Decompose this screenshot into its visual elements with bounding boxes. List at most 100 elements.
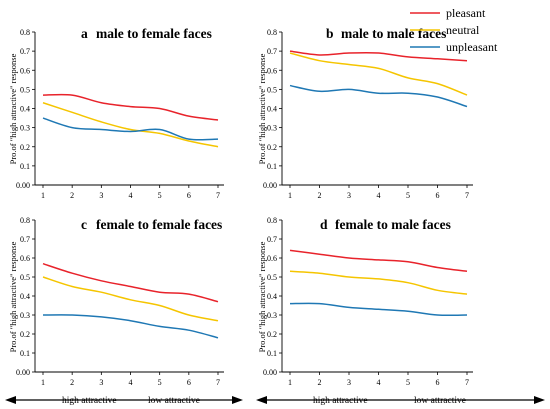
panel-b-plot: 0.00 0.1 0.2 0.3 0.4 0.5 0.6 0.7 0.8 1 2 3 4 5 6 7 [263, 28, 473, 200]
y-tick-label: 0.6 [267, 66, 277, 75]
y-tick-label: 0.4 [267, 292, 277, 301]
legend: pleasant neutral unpleasant [410, 6, 498, 54]
panel-a: Pro.of "high attractive" response a male… [8, 26, 224, 200]
arrow-left-high-label: high attractive [62, 396, 117, 406]
y-tick-label: 0.1 [20, 349, 30, 358]
y-tick-label: 0.2 [267, 330, 277, 339]
series-line-neutral [289, 52, 468, 96]
x-tick-label: 1 [288, 191, 292, 200]
series-line-unpleasant [42, 117, 219, 141]
panel-d-plot: 0.00 0.1 0.2 0.3 0.4 0.5 0.6 0.7 0.8 1 2 3 4 5 6 7 [263, 216, 473, 387]
x-tick-label: 5 [158, 191, 162, 200]
series-line-pleasant [42, 93, 219, 121]
y-tick-label: 0.8 [20, 216, 30, 225]
attractiveness-arrow-right: high attractive low attractive [256, 396, 545, 406]
y-tick-label: 0.2 [267, 143, 277, 152]
series-line-pleasant [42, 262, 219, 303]
y-tick-label: 0.1 [20, 162, 30, 171]
series-line-neutral [42, 276, 219, 322]
arrowhead-left-icon [256, 396, 267, 404]
series-line-unpleasant [289, 84, 468, 108]
x-tick-label: 2 [318, 378, 322, 387]
panel-b-ylabel: Pro.of "high attractive" response [257, 53, 267, 164]
x-tick-label: 7 [465, 191, 469, 200]
y-tick-label: 0.3 [267, 311, 277, 320]
y-tick-label: 0.6 [20, 66, 30, 75]
panel-b-letter: b [326, 26, 334, 41]
x-tick-label: 2 [70, 378, 74, 387]
panel-a-title: male to female faces [96, 26, 212, 41]
panel-c-letter: c [81, 217, 87, 232]
y-tick-label: 0.00 [263, 181, 277, 190]
legend-label-unpleasant: unpleasant [446, 40, 498, 54]
arrowhead-right-icon [534, 396, 545, 404]
series-line-neutral [289, 270, 468, 295]
series-line-pleasant [289, 50, 468, 62]
y-tick-label: 0.2 [20, 143, 30, 152]
y-tick-label: 0.3 [267, 124, 277, 133]
panel-d-letter: d [320, 217, 328, 232]
y-tick-label: 0.4 [20, 105, 30, 114]
y-tick-label: 0.1 [267, 162, 277, 171]
y-tick-label: 0.5 [267, 85, 277, 94]
y-tick-label: 0.3 [20, 311, 30, 320]
y-tick-label: 0.3 [20, 124, 30, 133]
panel-d-ylabel: Pro.of "high attractive" response [257, 241, 267, 352]
y-tick-label: 0.4 [20, 292, 30, 301]
y-tick-label: 0.8 [20, 28, 30, 37]
y-tick-label: 0.00 [16, 368, 30, 377]
panel-b: Pro.of "high attractive" response b male… [257, 26, 473, 200]
x-tick-label: 4 [377, 378, 381, 387]
x-tick-label: 6 [436, 191, 440, 200]
x-tick-label: 7 [465, 378, 469, 387]
panel-d-title: female to male faces [335, 217, 451, 232]
x-tick-label: 6 [436, 378, 440, 387]
y-tick-label: 0.4 [267, 105, 277, 114]
y-tick-label: 0.7 [267, 235, 277, 244]
arrowhead-right-icon [232, 396, 243, 404]
y-tick-label: 0.1 [267, 349, 277, 358]
series-line-unpleasant [289, 302, 468, 317]
legend-entry-neutral: neutral [410, 23, 480, 37]
y-tick-label: 0.6 [20, 254, 30, 263]
y-tick-label: 0.5 [20, 85, 30, 94]
x-tick-label: 7 [216, 191, 220, 200]
legend-label-pleasant: pleasant [446, 6, 486, 20]
panel-a-ylabel: Pro.of "high attractive" response [8, 53, 18, 164]
x-tick-label: 1 [41, 378, 45, 387]
panel-a-letter: a [81, 26, 88, 41]
x-tick-label: 3 [347, 191, 351, 200]
y-tick-label: 0.8 [267, 216, 277, 225]
y-tick-label: 0.2 [20, 330, 30, 339]
series-line-pleasant [289, 249, 468, 273]
arrowhead-left-icon [5, 396, 16, 404]
x-tick-label: 2 [70, 191, 74, 200]
x-tick-label: 3 [99, 191, 103, 200]
x-tick-label: 2 [318, 191, 322, 200]
arrow-right-low-label: low attractive [414, 396, 466, 406]
x-tick-label: 3 [347, 378, 351, 387]
x-tick-label: 6 [187, 191, 191, 200]
panel-c-ylabel: Pro.of "high attractive" response [8, 241, 18, 352]
x-tick-label: 7 [216, 378, 220, 387]
y-tick-label: 0.00 [16, 181, 30, 190]
x-tick-label: 1 [41, 191, 45, 200]
legend-entry-unpleasant: unpleasant [410, 40, 498, 54]
y-tick-label: 0.5 [267, 273, 277, 282]
y-tick-label: 0.00 [263, 368, 277, 377]
attractiveness-arrow-left: high attractive low attractive [5, 396, 243, 406]
x-tick-label: 3 [99, 378, 103, 387]
y-tick-label: 0.7 [20, 47, 30, 56]
x-tick-label: 1 [288, 378, 292, 387]
y-tick-label: 0.6 [267, 254, 277, 263]
y-tick-label: 0.8 [267, 28, 277, 37]
x-tick-label: 5 [406, 191, 410, 200]
x-tick-label: 5 [406, 378, 410, 387]
panel-a-plot: 0.00 0.1 0.2 0.3 0.4 0.5 0.6 0.7 0.8 1 2 3 4 5 6 7 [16, 28, 224, 200]
y-tick-label: 0.7 [267, 47, 277, 56]
x-tick-label: 6 [187, 378, 191, 387]
arrow-right-high-label: high attractive [313, 396, 368, 406]
series-line-unpleasant [42, 314, 219, 339]
panel-b-title: male to male faces [341, 26, 446, 41]
